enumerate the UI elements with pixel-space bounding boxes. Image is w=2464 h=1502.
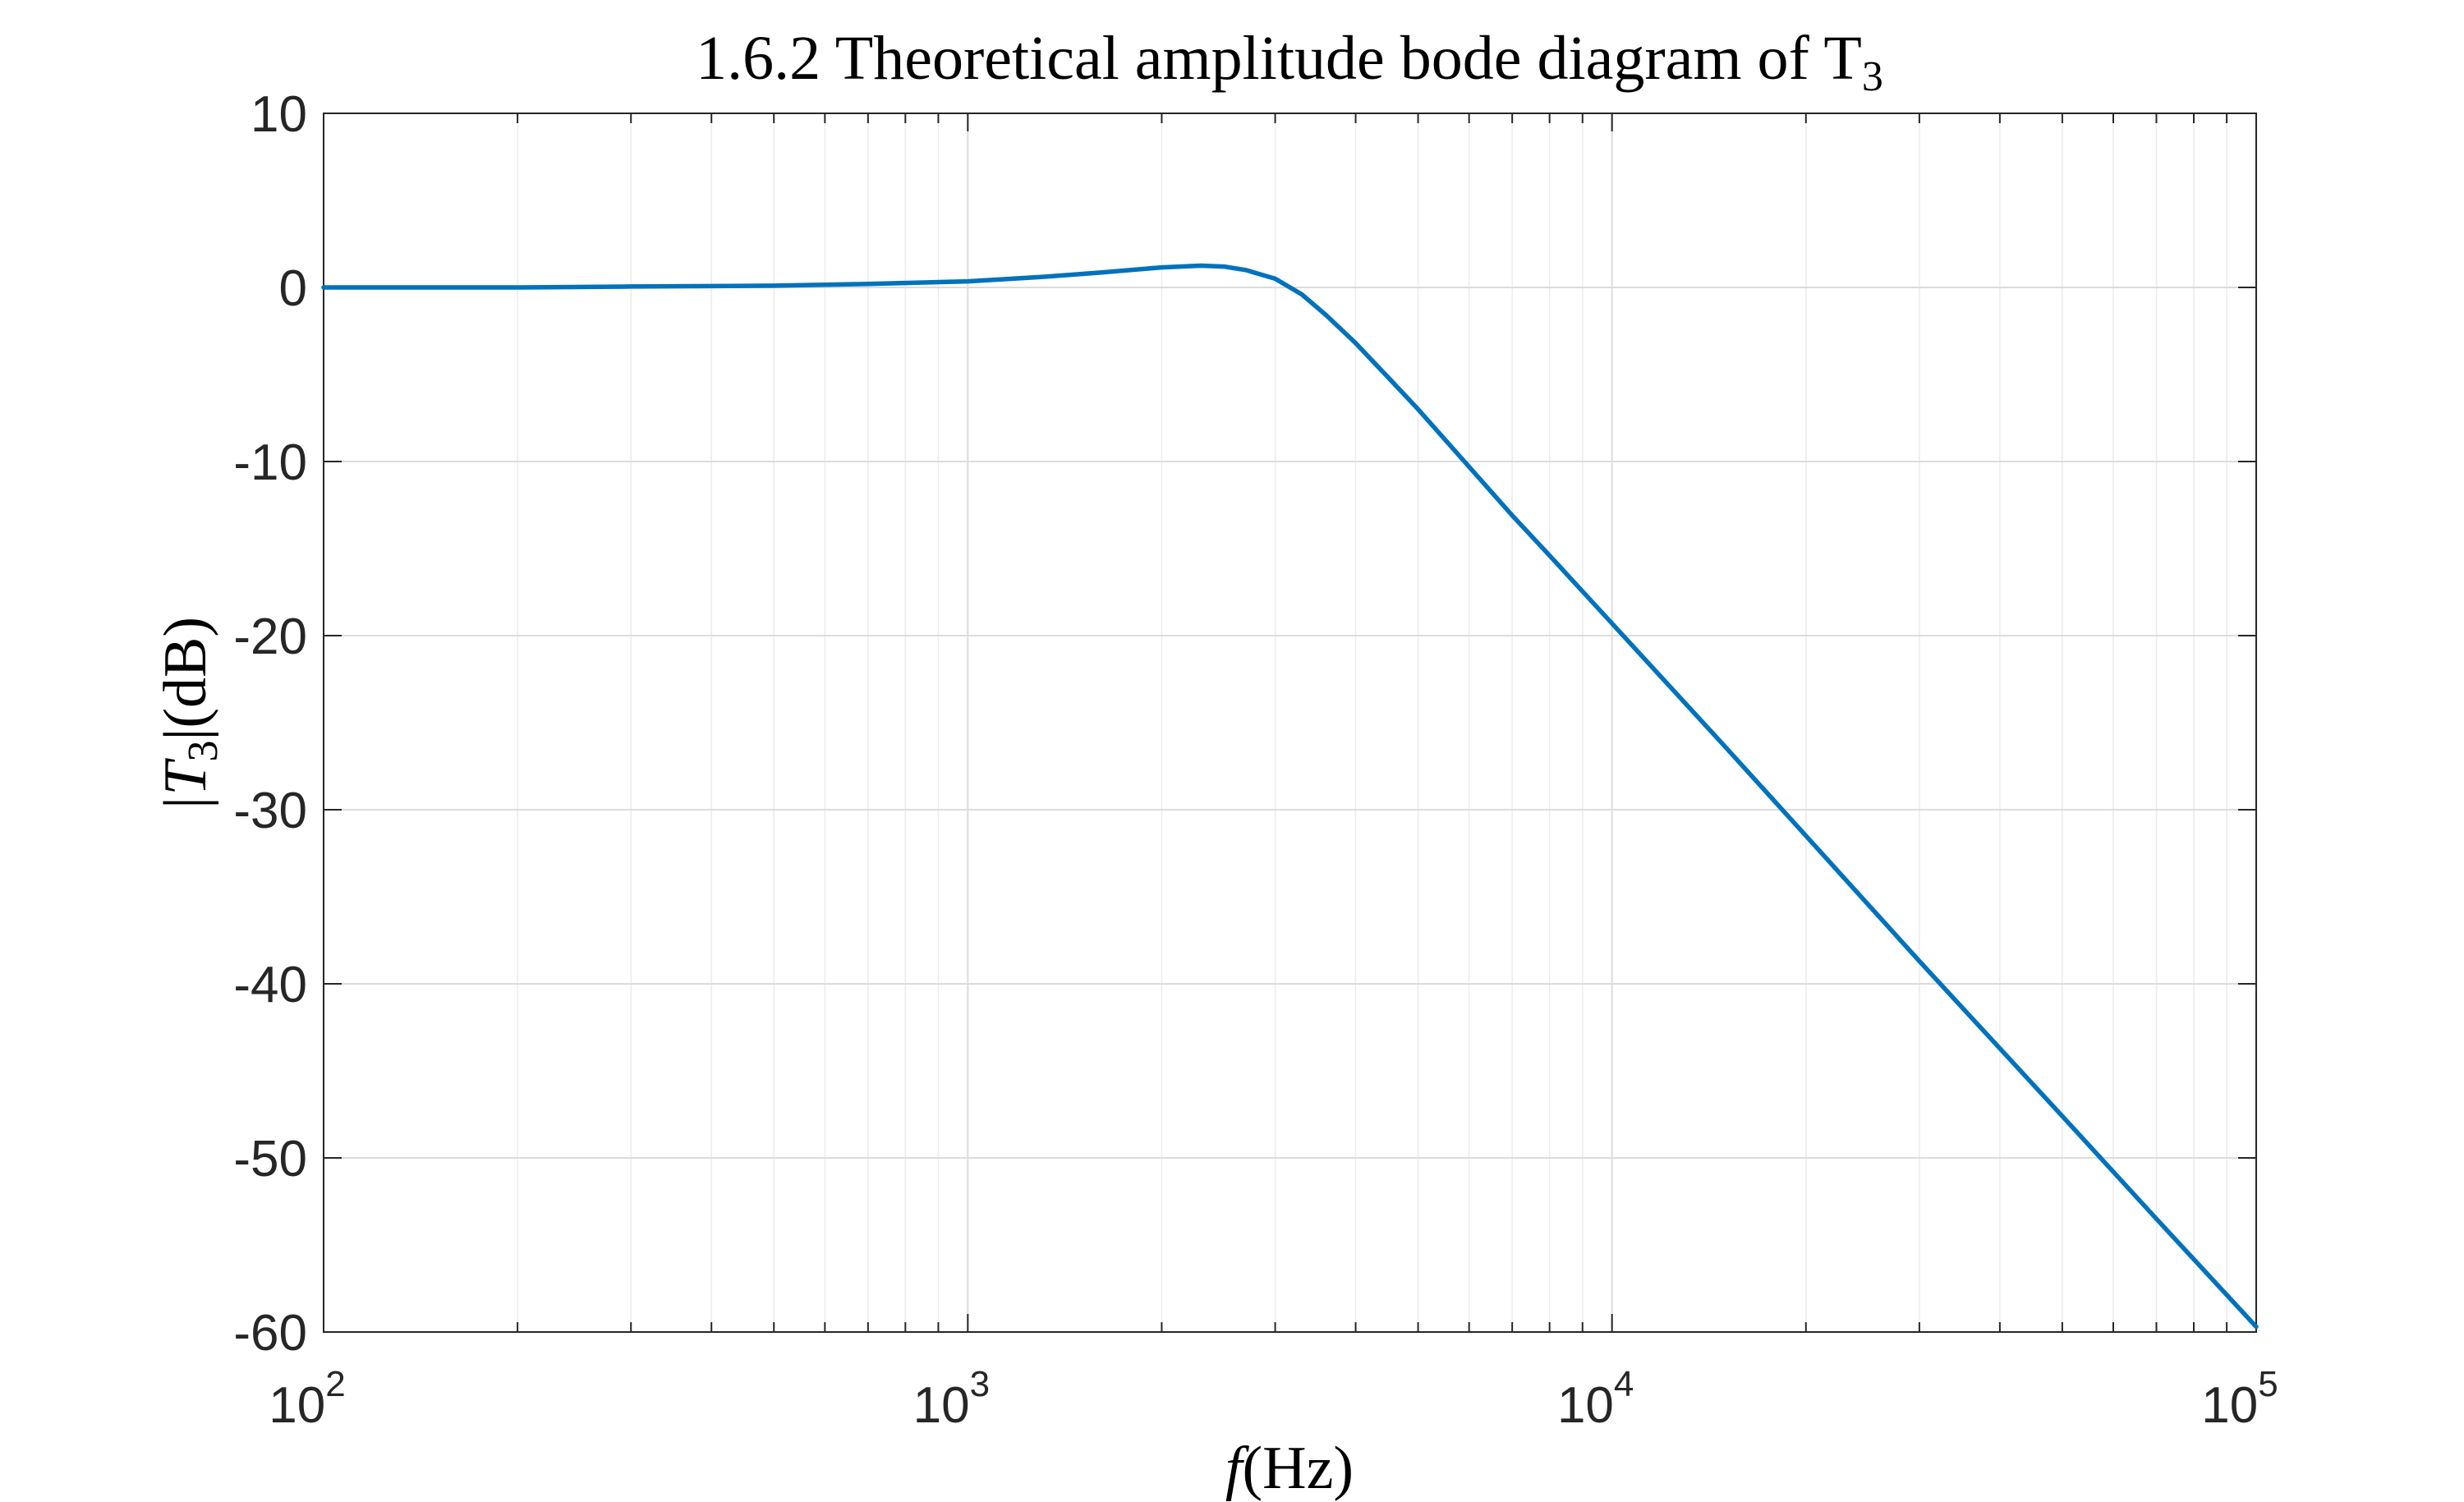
chart-title: 1.6.2 Theoretical amplitude bode diagram… <box>696 24 1883 100</box>
x-axis-title: f(Hz) <box>1225 1435 1354 1502</box>
chart-title-subscript: 3 <box>1862 53 1883 100</box>
y-tick-label: -20 <box>233 609 307 665</box>
x-tick-label: 103 <box>913 1364 990 1434</box>
x-tick-label-base: 10 <box>269 1377 325 1434</box>
x-tick-label-exponent: 4 <box>1614 1364 1634 1404</box>
y-axis-title-start: |T <box>152 758 219 812</box>
y-tick-label: -40 <box>233 957 307 1013</box>
plot-area <box>323 113 2257 1333</box>
x-tick-label-base: 10 <box>1557 1377 1614 1434</box>
chart-title-main: 1.6.2 Theoretical amplitude bode diagram… <box>696 24 1862 93</box>
y-tick-label: -60 <box>233 1305 307 1362</box>
y-tick-label: 10 <box>251 86 307 143</box>
axis-ticks <box>323 113 2257 1333</box>
x-tick-label: 102 <box>269 1364 345 1434</box>
x-tick-label: 105 <box>2201 1364 2278 1434</box>
x-axis-title-unit: (Hz) <box>1242 1435 1354 1502</box>
y-axis-title-subscript: 3 <box>180 740 227 761</box>
y-tick-label: -10 <box>233 434 307 491</box>
x-tick-label: 104 <box>1557 1364 1634 1434</box>
x-tick-label-base: 10 <box>2201 1377 2258 1434</box>
y-axis-title: |T3|(dB) <box>152 617 227 812</box>
series-line <box>321 263 2259 1330</box>
series-group <box>321 263 2259 1330</box>
x-tick-label-exponent: 2 <box>325 1364 345 1404</box>
x-tick-label-base: 10 <box>913 1377 970 1434</box>
y-tick-label: 0 <box>279 260 307 317</box>
y-axis-title-end: |(dB) <box>152 617 219 740</box>
y-tick-label: -50 <box>233 1131 307 1187</box>
x-tick-label-exponent: 3 <box>970 1364 990 1404</box>
x-tick-label-exponent: 5 <box>2258 1364 2278 1404</box>
y-tick-label: -30 <box>233 783 307 839</box>
